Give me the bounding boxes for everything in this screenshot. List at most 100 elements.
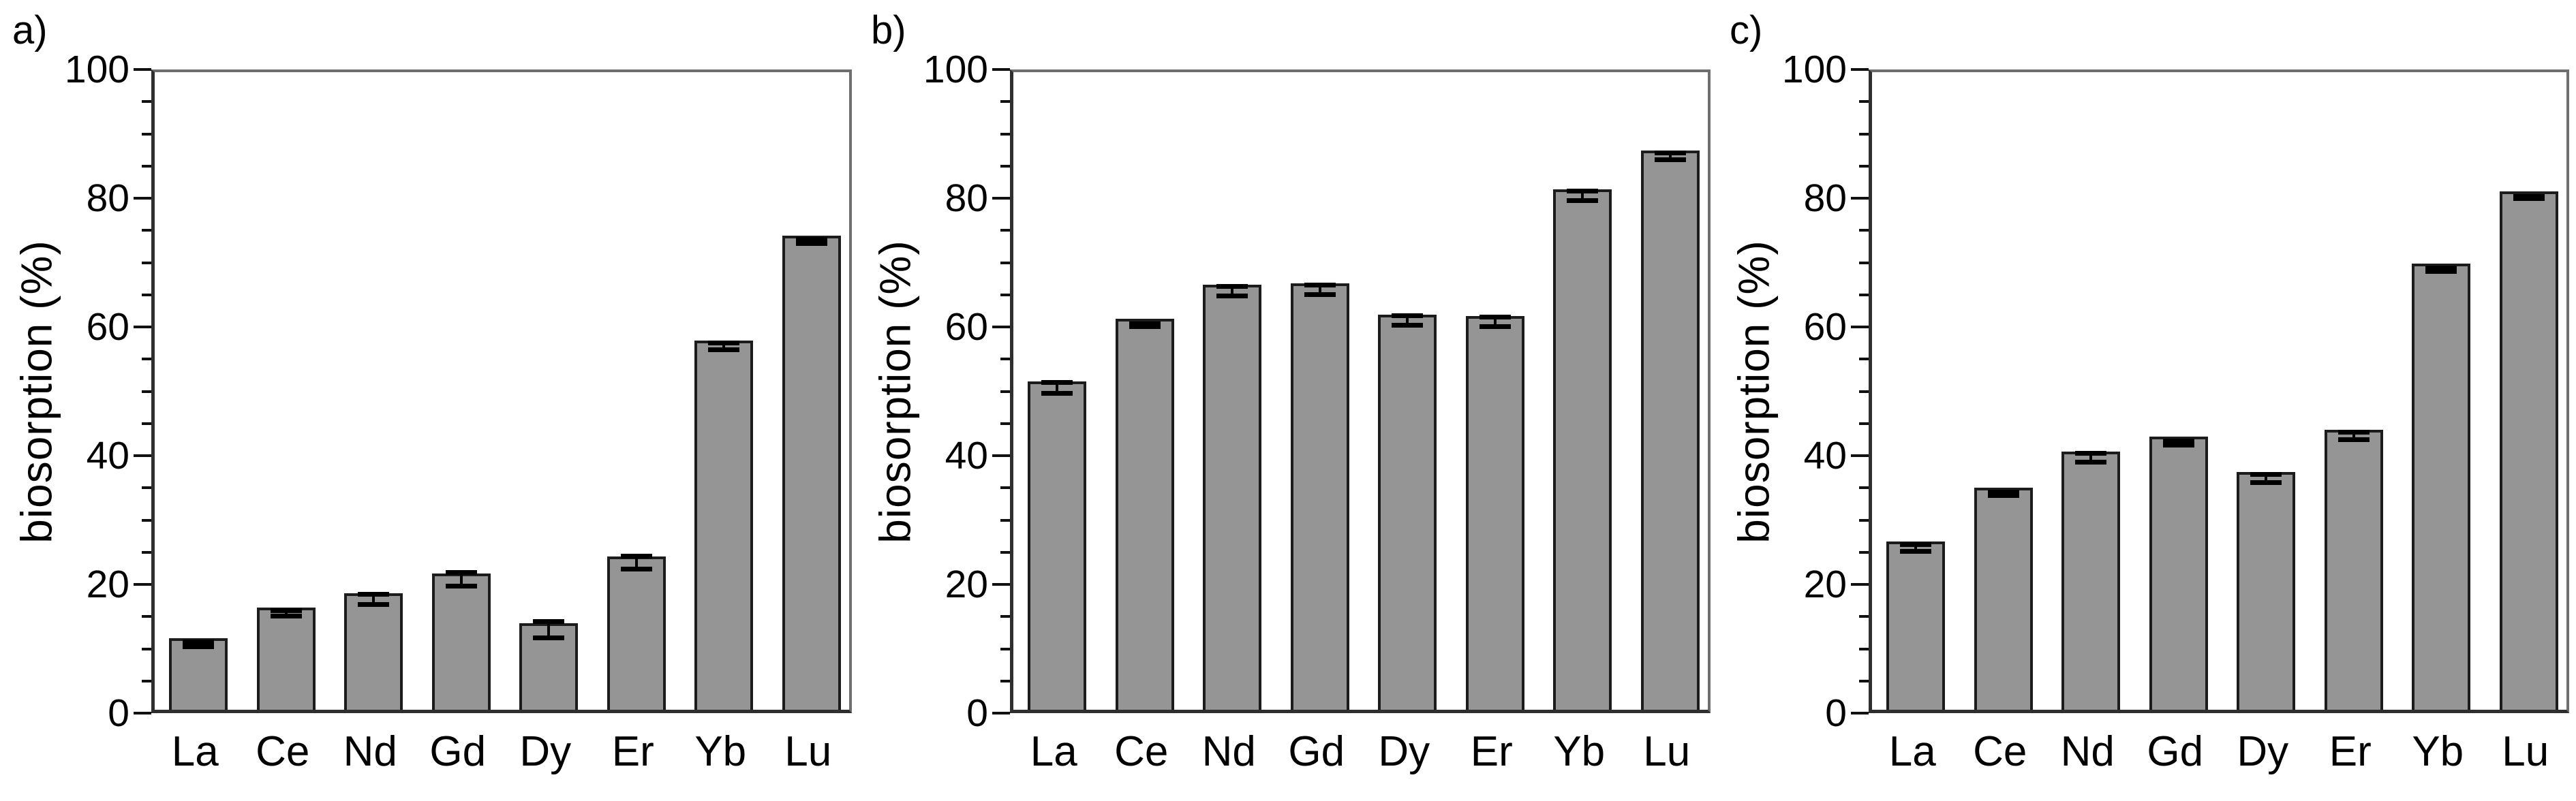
y-major-tick: [1851, 197, 1869, 200]
error-bar-cap-top: [1479, 315, 1511, 320]
error-bar-cap-bottom: [1654, 157, 1686, 163]
error-bar-line: [372, 594, 375, 605]
y-minor-tick: [1859, 390, 1869, 393]
error-bar-cap-bottom: [2337, 437, 2370, 442]
x-tick-label-La: La: [171, 728, 219, 775]
bar-Yb: [1553, 189, 1612, 710]
y-minor-tick: [1859, 518, 1869, 522]
y-minor-tick: [142, 100, 151, 104]
bar-Gd: [2149, 437, 2208, 710]
error-bar-cap-top: [183, 640, 215, 645]
error-bar-line: [547, 621, 551, 638]
x-tick-label-Gd: Gd: [429, 728, 487, 775]
y-minor-tick: [1000, 486, 1010, 490]
error-bar-line: [2352, 432, 2355, 440]
error-bar-cap-bottom: [358, 601, 390, 607]
bar-Gd: [1290, 283, 1349, 710]
x-tick-label-Er: Er: [2329, 728, 2372, 775]
y-minor-tick: [1859, 229, 1869, 232]
error-bar-cap-bottom: [1392, 323, 1424, 328]
error-bar-cap-top: [358, 592, 390, 597]
error-bar-cap-bottom: [1987, 492, 2019, 498]
y-minor-tick: [1859, 261, 1869, 264]
error-bar-cap-bottom: [2425, 268, 2457, 274]
y-minor-tick: [1859, 550, 1869, 554]
error-bar-cap-bottom: [2250, 480, 2282, 485]
plot-area: [1869, 69, 2569, 713]
y-major-tick: [1851, 68, 1869, 71]
error-bar-cap-top: [2162, 438, 2194, 443]
y-minor-tick: [1000, 550, 1010, 554]
bar-La: [1886, 541, 1946, 710]
y-minor-tick: [142, 293, 151, 296]
panel-letter: a): [12, 8, 48, 52]
y-minor-tick: [1000, 422, 1010, 425]
bar-Nd: [2061, 452, 2121, 710]
y-minor-tick: [142, 647, 151, 650]
bar-Nd: [1203, 285, 1262, 710]
y-minor-tick: [1000, 615, 1010, 618]
error-bar-line: [1581, 190, 1584, 201]
error-bar-line: [459, 572, 463, 587]
error-bar-cap-bottom: [1304, 292, 1336, 297]
y-axis-title-wrap: biosorption (%): [1717, 69, 1791, 713]
bar-Ce: [1115, 319, 1174, 710]
error-bar-line: [2265, 473, 2268, 483]
x-tick-label-Nd: Nd: [343, 728, 397, 775]
y-tick-label: 100: [923, 48, 988, 91]
y-minor-tick: [142, 679, 151, 682]
panel-a: a) biosorption (%) 0 20 40 60 80 100 La Ce Nd Gd D…: [0, 0, 859, 801]
panel-letter: b): [871, 8, 906, 52]
x-tick-label-Nd: Nd: [1201, 728, 1256, 775]
y-tick-label: 40: [86, 434, 129, 477]
x-tick-label-Yb: Yb: [1553, 728, 1606, 775]
y-major-tick: [992, 326, 1010, 328]
error-bar-cap-bottom: [183, 644, 215, 649]
error-bar-cap-bottom: [270, 614, 302, 619]
y-tick-label: 100: [64, 48, 129, 91]
error-bar-line: [1318, 284, 1321, 295]
error-bar-cap-top: [445, 570, 477, 576]
x-tick-label-Gd: Gd: [1288, 728, 1345, 775]
y-axis-title-wrap: biosorption (%): [859, 69, 932, 713]
y-minor-tick: [1859, 100, 1869, 104]
bar-Yb: [694, 340, 754, 710]
x-tick-label-Yb: Yb: [2412, 728, 2464, 775]
x-tick-label-Ce: Ce: [256, 728, 310, 775]
y-minor-tick: [142, 229, 151, 232]
y-minor-tick: [1859, 358, 1869, 361]
x-tick-label-Lu: Lu: [1643, 728, 1691, 775]
y-axis-title: biosorption (%): [1730, 239, 1779, 544]
panel-c: c) biosorption (%) 0 20 40 60 80 100 La Ce Nd Gd D…: [1717, 0, 2576, 801]
bar-Gd: [431, 573, 491, 710]
bar-Er: [607, 556, 666, 710]
error-bar-cap-top: [1129, 321, 1161, 326]
plot-area: [1010, 69, 1711, 713]
error-bar-cap-top: [2250, 471, 2282, 477]
error-bar-cap-top: [2425, 266, 2457, 271]
error-bar-line: [1056, 381, 1059, 394]
y-tick-label: 0: [966, 691, 988, 735]
error-bar-line: [284, 610, 288, 617]
y-major-tick: [134, 454, 151, 457]
y-major-tick: [1851, 712, 1869, 714]
y-minor-tick: [1859, 132, 1869, 136]
error-bar-cap-top: [1900, 541, 1932, 547]
bar-La: [169, 638, 228, 710]
y-tick-label: 80: [945, 176, 988, 220]
error-bar-cap-bottom: [795, 241, 827, 247]
error-bar-line: [1231, 285, 1234, 296]
error-bar-line: [1493, 317, 1497, 328]
y-major-tick: [992, 712, 1010, 714]
y-minor-tick: [142, 486, 151, 490]
y-tick-label: 100: [1781, 48, 1847, 91]
y-tick-label: 20: [945, 563, 988, 606]
y-minor-tick: [1000, 647, 1010, 650]
y-tick-label: 40: [945, 434, 988, 477]
error-bar-cap-top: [1987, 490, 2019, 495]
y-minor-tick: [1000, 261, 1010, 264]
error-bar-cap-top: [1216, 283, 1248, 289]
y-axis-title: biosorption (%): [12, 239, 61, 544]
y-major-tick: [134, 583, 151, 586]
